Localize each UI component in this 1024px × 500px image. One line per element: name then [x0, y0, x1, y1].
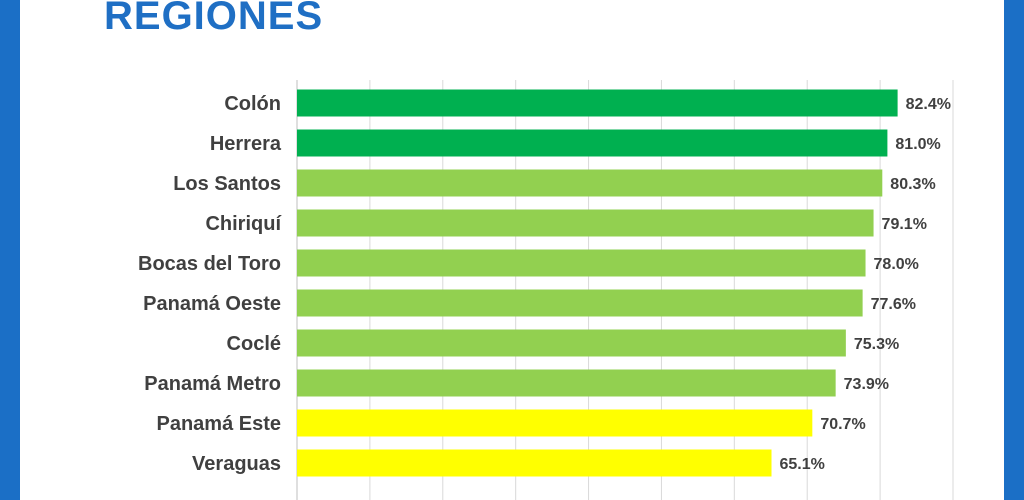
value-label: 70.7%: [820, 416, 865, 433]
category-label: Panamá Oeste: [143, 293, 281, 315]
value-label: 81.0%: [895, 136, 940, 153]
bar: [297, 409, 813, 437]
category-label: Herrera: [210, 133, 282, 155]
value-label: 77.6%: [871, 296, 916, 313]
value-label: 79.1%: [882, 216, 927, 233]
value-label: 65.1%: [780, 456, 825, 473]
bar: [297, 169, 883, 197]
value-label: 82.4%: [906, 96, 951, 113]
bar: [297, 209, 874, 237]
value-label: 80.3%: [890, 176, 935, 193]
chart-title: REGIONES: [104, 0, 324, 38]
bar: [297, 329, 846, 357]
value-label: 75.3%: [854, 336, 899, 353]
bar: [297, 449, 772, 477]
bar: [297, 89, 898, 117]
value-label: 78.0%: [874, 256, 919, 273]
bar: [297, 369, 836, 397]
category-label: Panamá Este: [156, 413, 281, 435]
category-label: Bocas del Toro: [138, 253, 281, 275]
bar: [297, 249, 866, 277]
category-label: Veraguas: [192, 453, 281, 475]
bar: [297, 289, 863, 317]
left-frame-border: [0, 0, 20, 500]
category-label: Coclé: [227, 333, 281, 355]
right-frame-border: [1004, 0, 1024, 500]
value-label: 73.9%: [844, 376, 889, 393]
category-label: Colón: [224, 93, 281, 115]
category-label: Los Santos: [173, 173, 281, 195]
category-label: Panamá Metro: [144, 373, 281, 395]
bar: [297, 129, 888, 157]
category-label: Chiriquí: [205, 213, 282, 235]
